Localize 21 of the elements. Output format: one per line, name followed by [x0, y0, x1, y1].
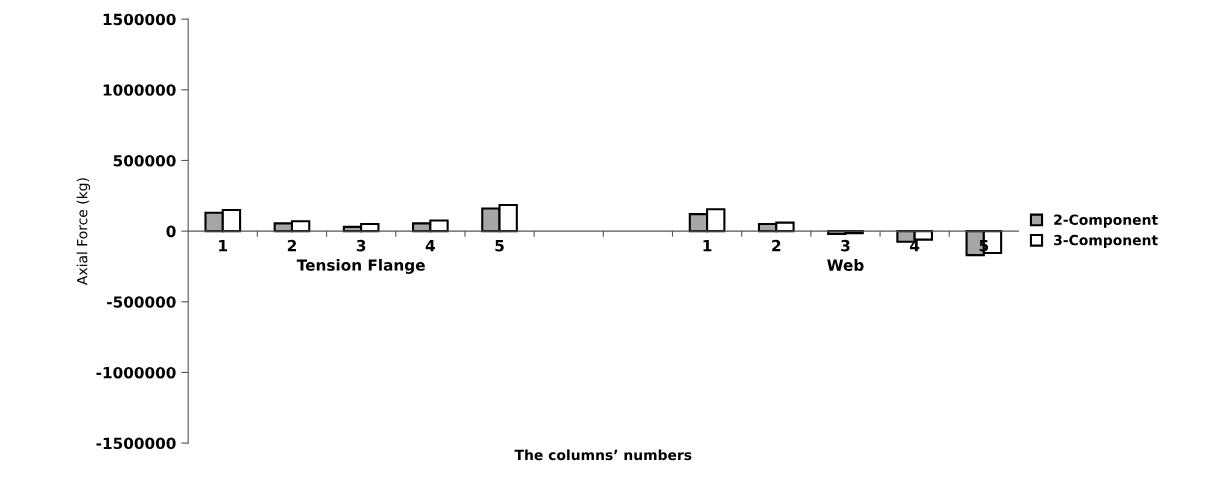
y-tick-label: 1500000 — [103, 13, 176, 26]
y-tick-label: 0 — [166, 225, 176, 238]
x-axis-title: The columns’ numbers — [514, 449, 692, 461]
y-tick-label: -1500000 — [96, 437, 176, 450]
x-tick-label: 2 — [772, 239, 781, 252]
y-axis-title: Axial Force (kg) — [76, 178, 91, 286]
annotation: Tension Flange — [296, 258, 425, 274]
y-tick-label: 500000 — [113, 154, 176, 167]
y-tick-label: -1000000 — [96, 366, 176, 379]
legend-label: 2-Component — [1054, 214, 1158, 228]
x-tick-label: 3 — [356, 239, 366, 252]
y-tick-label: 1000000 — [103, 84, 176, 96]
x-tick-label: 4 — [425, 240, 435, 252]
x-tick-label: 1 — [703, 240, 712, 252]
x-tick-label: 2 — [287, 239, 296, 252]
legend-label: 3-Component — [1054, 234, 1158, 249]
x-tick-label: 3 — [841, 239, 850, 252]
annotation: Web — [827, 259, 864, 271]
x-tick-label: 1 — [219, 240, 228, 252]
y-tick-label: -500000 — [107, 296, 176, 308]
x-tick-label: 5 — [495, 240, 504, 252]
